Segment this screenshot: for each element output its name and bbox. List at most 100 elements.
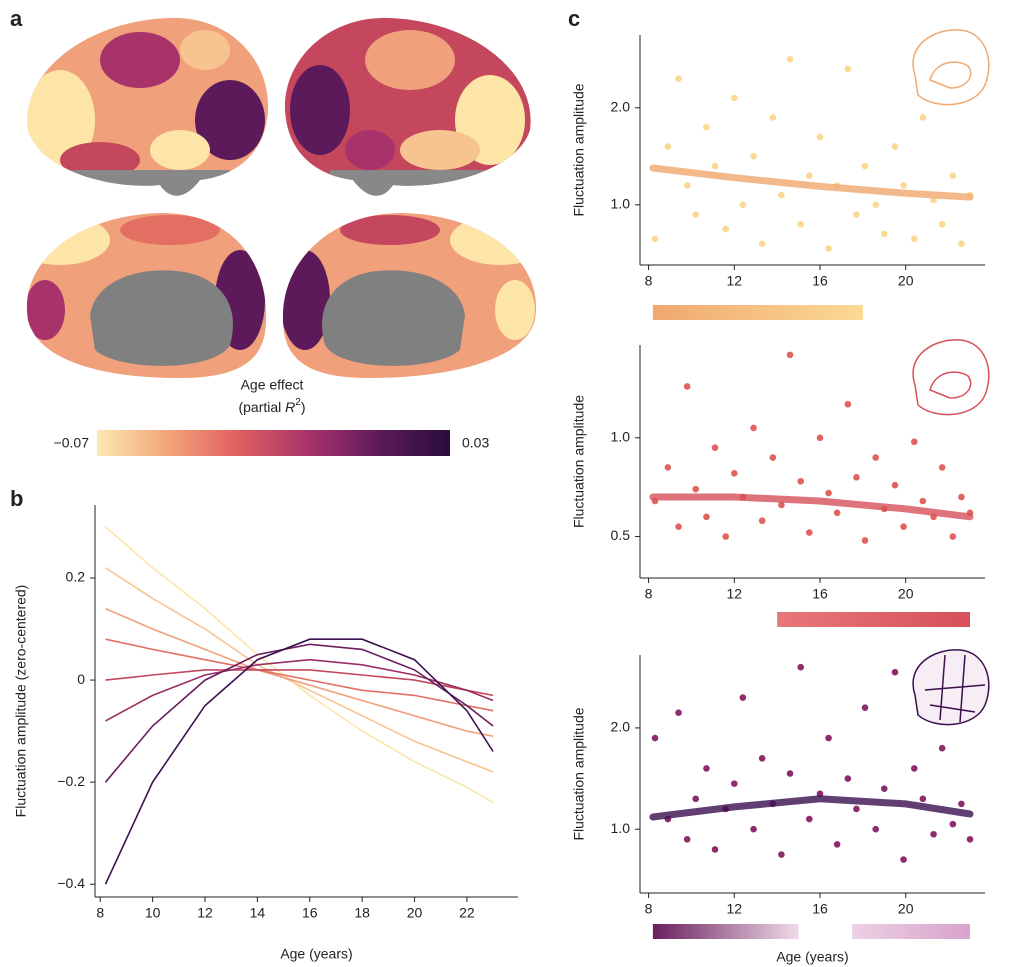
scatter-point bbox=[665, 143, 672, 150]
scatter-point bbox=[778, 851, 785, 858]
brain-medial-left bbox=[10, 205, 280, 385]
age-bar bbox=[653, 924, 799, 939]
y-tick-label: −0.2 bbox=[57, 773, 85, 789]
y-tick-label: 0.5 bbox=[611, 527, 631, 543]
scatter-point bbox=[712, 444, 719, 451]
scatter-point bbox=[787, 352, 794, 359]
scatter-point bbox=[740, 202, 747, 209]
subtitle-part: (partial bbox=[238, 399, 285, 415]
scatter-point bbox=[892, 482, 899, 489]
scatter-point bbox=[722, 533, 729, 540]
scatter-point bbox=[787, 770, 794, 777]
colorbar-title: Age effect bbox=[241, 377, 304, 393]
x-tick-label: 20 bbox=[407, 905, 423, 921]
scatter-point bbox=[806, 529, 813, 536]
scatter-point bbox=[900, 523, 907, 530]
x-tick-label: 16 bbox=[812, 586, 828, 602]
scatter-point bbox=[950, 172, 957, 179]
scatter-point bbox=[834, 841, 841, 848]
brain-medial-right bbox=[280, 205, 550, 385]
scatter-point bbox=[652, 235, 659, 242]
scatter-point bbox=[862, 537, 869, 544]
scatter-point bbox=[684, 182, 691, 189]
x-tick-label: 20 bbox=[898, 901, 914, 917]
scatter-point bbox=[958, 801, 965, 808]
scatter-point bbox=[759, 755, 766, 762]
scatter-point bbox=[872, 202, 879, 209]
scatter-point bbox=[930, 831, 937, 838]
panel-label: c bbox=[568, 6, 580, 31]
colorbar-subtitle: (partial R2) bbox=[238, 397, 305, 415]
y-tick-label: 1.0 bbox=[611, 429, 631, 445]
scatter-point bbox=[675, 709, 682, 716]
series-line bbox=[106, 660, 494, 721]
scatter-point bbox=[845, 66, 852, 73]
y-axis-label: Fluctuation amplitude bbox=[571, 707, 587, 840]
scatter-point bbox=[740, 694, 747, 701]
scatter-point bbox=[920, 796, 927, 803]
scatter-point bbox=[722, 226, 729, 233]
scatter-point bbox=[759, 517, 766, 524]
scatter-point bbox=[797, 221, 804, 228]
scatter-point bbox=[731, 95, 738, 102]
scatter-point bbox=[862, 163, 869, 170]
x-tick-label: 12 bbox=[726, 273, 742, 289]
scatter-point bbox=[845, 775, 852, 782]
scatter-point bbox=[911, 765, 918, 772]
scatter-point bbox=[872, 826, 879, 833]
scatter-point bbox=[684, 383, 691, 390]
y-tick-label: 0 bbox=[77, 671, 85, 687]
scatter-point bbox=[950, 533, 957, 540]
scatter-point bbox=[834, 510, 841, 517]
scatter-point bbox=[892, 143, 899, 150]
scatter-point bbox=[939, 221, 946, 228]
scatter-point bbox=[750, 153, 757, 160]
scatter-point bbox=[853, 211, 860, 218]
scatter-point bbox=[920, 114, 927, 121]
scatter-point bbox=[817, 134, 824, 141]
x-axis-label: Age (years) bbox=[776, 949, 848, 965]
scatter-point bbox=[958, 240, 965, 247]
y-axis-label: Fluctuation amplitude (zero-centered) bbox=[13, 585, 29, 818]
y-axis-label: Fluctuation amplitude bbox=[571, 83, 587, 216]
x-tick-label: 10 bbox=[145, 905, 161, 921]
scatter-point bbox=[797, 664, 804, 671]
series-line bbox=[106, 527, 494, 803]
x-tick-label: 8 bbox=[645, 273, 653, 289]
scatter-point bbox=[797, 478, 804, 485]
scatter-point bbox=[692, 211, 699, 218]
panel-label: b bbox=[10, 486, 23, 511]
age-bar bbox=[777, 612, 970, 627]
x-tick-label: 20 bbox=[898, 273, 914, 289]
scatter-point bbox=[881, 785, 888, 792]
scatter-point bbox=[750, 425, 757, 432]
x-tick-label: 8 bbox=[645, 586, 653, 602]
scatter-point bbox=[967, 836, 974, 843]
scatter-point bbox=[692, 486, 699, 493]
scatter-point bbox=[778, 192, 785, 199]
scatter-point bbox=[881, 231, 888, 238]
scatter-point bbox=[853, 474, 860, 481]
scatter-point bbox=[703, 765, 710, 772]
scatter-point bbox=[853, 806, 860, 813]
brain-lateral-right bbox=[280, 10, 540, 210]
x-tick-label: 22 bbox=[459, 905, 475, 921]
scatter-point bbox=[770, 454, 777, 461]
scatter-point bbox=[911, 438, 918, 445]
series-line bbox=[106, 644, 494, 782]
colorbar-tick-label: 0.03 bbox=[462, 435, 489, 451]
scatter-point bbox=[939, 464, 946, 471]
colorbar-tick-label: −0.07 bbox=[54, 435, 90, 451]
scatter-point bbox=[958, 494, 965, 501]
colorbar bbox=[97, 430, 450, 456]
age-bar bbox=[653, 305, 863, 320]
scatter-point bbox=[712, 846, 719, 853]
x-tick-label: 16 bbox=[812, 901, 828, 917]
scatter-point bbox=[825, 735, 832, 742]
scatter-point bbox=[675, 75, 682, 82]
scatter-point bbox=[806, 172, 813, 179]
subtitle-part: R bbox=[285, 399, 295, 415]
scatter-point bbox=[939, 745, 946, 752]
y-axis-label: Fluctuation amplitude bbox=[571, 395, 587, 528]
y-tick-label: −0.4 bbox=[57, 875, 85, 891]
